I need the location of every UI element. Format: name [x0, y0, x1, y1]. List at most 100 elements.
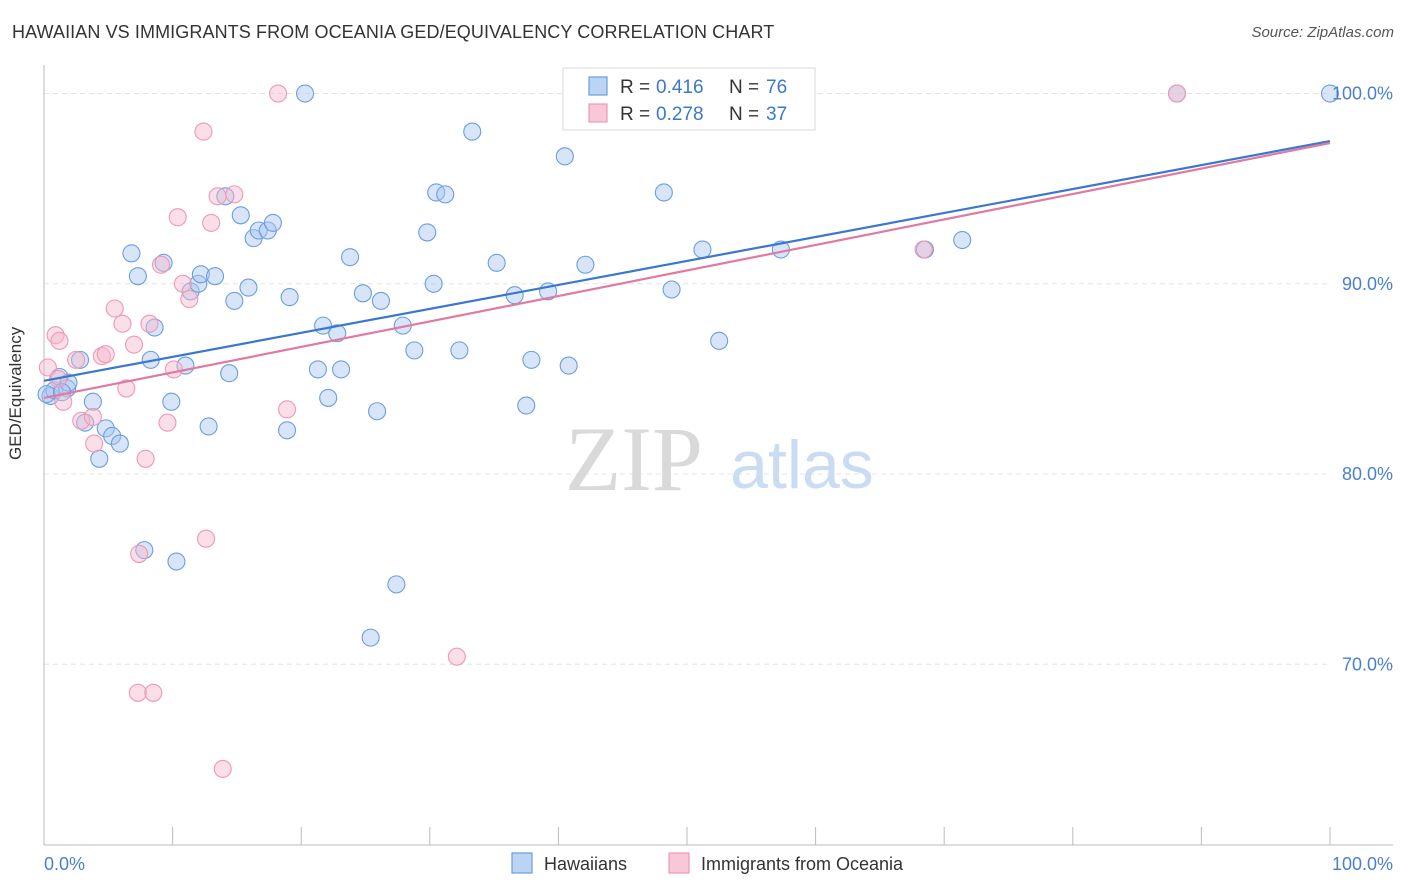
oceania-point — [130, 544, 149, 563]
hawaiians-point — [110, 434, 129, 453]
y-tick-label: 100.0% — [1332, 84, 1393, 104]
data-points — [37, 84, 1340, 778]
watermark-zip: ZIP — [565, 408, 703, 510]
oceania-point — [208, 187, 227, 206]
y-axis-label: GED/Equivalency — [6, 326, 25, 460]
oceania-point — [194, 122, 213, 141]
hawaiians-point — [576, 255, 595, 274]
oceania-point — [117, 379, 136, 398]
y-tick-label: 70.0% — [1342, 654, 1393, 674]
hawaiians-point — [83, 392, 102, 411]
hawaiians-point — [154, 253, 173, 272]
hawaiians-point — [191, 265, 210, 284]
legend-oceania-swatch — [668, 852, 690, 874]
y-tick-label: 90.0% — [1342, 274, 1393, 294]
x-tick-label: 0.0% — [44, 854, 85, 874]
chart-title: HAWAIIAN VS IMMIGRANTS FROM OCEANIA GED/… — [12, 22, 775, 42]
hawaiians-point — [555, 147, 574, 166]
hawaiians-point — [418, 223, 437, 242]
hawaiians-point — [332, 360, 351, 379]
bottom-legend: Hawaiians Immigrants from Oceania — [511, 852, 904, 874]
hawaiians-point — [103, 426, 122, 446]
oceania-point — [196, 529, 216, 548]
oceania-point — [140, 314, 159, 333]
oceania-n-value: 37 — [766, 104, 787, 125]
oceania-point — [213, 759, 232, 778]
hawaiians-point — [239, 278, 258, 297]
oceania-point — [96, 345, 115, 364]
oceania-point — [914, 240, 933, 259]
x-tick-label: 100.0% — [1332, 854, 1393, 874]
hawaiians-point — [37, 385, 56, 404]
hawaiians-point — [427, 183, 446, 202]
oceania-point — [447, 647, 466, 666]
hawaiians-point — [424, 274, 443, 293]
hawaiians-point — [280, 288, 299, 307]
oceania-point — [158, 413, 177, 432]
oceania-point — [67, 350, 86, 369]
oceania-point — [173, 274, 192, 293]
hawaiians-r-label: R = — [620, 77, 650, 98]
hawaiians-point — [296, 84, 315, 103]
hawaiians-point — [487, 253, 506, 272]
hawaiians-point — [368, 402, 387, 421]
hawaiians-point — [517, 396, 536, 415]
legend-hawaiians-swatch — [511, 852, 533, 874]
hawaiians-point — [216, 187, 235, 206]
oceania-trend-line — [43, 141, 1331, 400]
legend-hawaiians-label: Hawaiians — [544, 854, 627, 874]
hawaiians-point — [371, 291, 390, 310]
oceania-point — [164, 360, 183, 379]
tick-labels: 70.0% 80.0% 90.0% 100.0% 0.0% 100.0% — [44, 84, 1393, 874]
hawaiians-point — [278, 421, 297, 440]
hawaiians-point — [328, 324, 347, 343]
hawaiians-point — [450, 341, 469, 360]
gridlines — [44, 93, 1330, 665]
oceania-point — [136, 449, 155, 468]
hawaiians-point — [654, 183, 673, 202]
hawaiians-point — [1320, 84, 1340, 103]
hawaiians-point — [405, 341, 424, 360]
hawaiians-point — [953, 230, 972, 250]
oceania-point — [105, 299, 124, 318]
hawaiians-n-value: 76 — [766, 77, 787, 98]
hawaiians-point — [710, 331, 729, 350]
hawaiians-point — [59, 373, 78, 392]
oceania-point — [168, 208, 187, 227]
oceania-point — [83, 407, 102, 427]
hawaiians-point — [199, 417, 218, 436]
trend-lines — [43, 140, 1331, 400]
oceania-swatch — [588, 103, 608, 123]
hawaiians-point — [319, 388, 338, 407]
hawaiians-trend-line — [43, 140, 1331, 382]
oceania-point — [225, 185, 244, 204]
hawaiians-point — [263, 213, 282, 232]
hawaiians-point — [162, 392, 181, 411]
hawaiians-point — [308, 360, 327, 379]
hawaiians-point — [220, 364, 239, 383]
oceania-point — [124, 335, 144, 354]
oceania-point — [72, 411, 91, 430]
hawaiians-point — [353, 284, 372, 303]
oceania-point — [151, 255, 171, 274]
oceania-n-label: N = — [729, 104, 759, 125]
axes — [43, 65, 1393, 846]
hawaiians-point — [167, 552, 186, 571]
oceania-r-label: R = — [620, 104, 650, 125]
source-credit: Source: ZipAtlas.com — [1251, 24, 1394, 41]
watermark: ZIP atlas — [565, 408, 874, 510]
hawaiians-point — [225, 291, 244, 310]
oceania-point — [278, 400, 297, 419]
hawaiians-point — [436, 185, 455, 204]
hawaiians-point — [463, 122, 482, 141]
hawaiians-point — [559, 356, 578, 375]
hawaiians-point — [205, 267, 225, 286]
oceania-point — [113, 314, 132, 333]
oceania-point — [38, 358, 57, 377]
watermark-atlas: atlas — [730, 427, 874, 503]
hawaiians-point — [341, 248, 360, 267]
oceania-point — [269, 84, 288, 103]
hawaiians-point — [96, 419, 115, 438]
hawaiians-point — [522, 350, 541, 369]
